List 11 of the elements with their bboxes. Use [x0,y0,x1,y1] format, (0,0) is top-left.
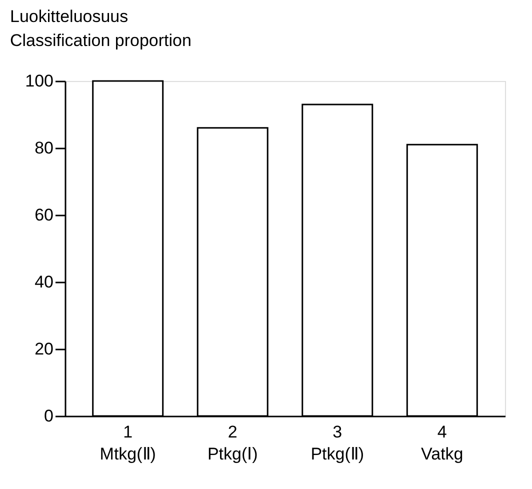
x-tick-label: 1 Mtkg(Ⅱ) [100,422,156,464]
y-tick-label: 20 [34,340,54,358]
chart-title: Luokitteluosuus Classification proportion [10,7,192,50]
y-tick-label: 80 [34,138,54,158]
y-tick-label: 60 [34,206,54,224]
x-tick-label: 4 Vatkg [421,422,464,464]
x-tick-label: 3 Ptkg(Ⅱ) [310,422,364,464]
y-tick-label: 0 [44,406,54,426]
y-tick-label: 100 [25,72,54,90]
x-tick-label: 2 Ptkg(Ⅰ) [207,422,258,464]
y-tick-label: 40 [34,272,54,292]
